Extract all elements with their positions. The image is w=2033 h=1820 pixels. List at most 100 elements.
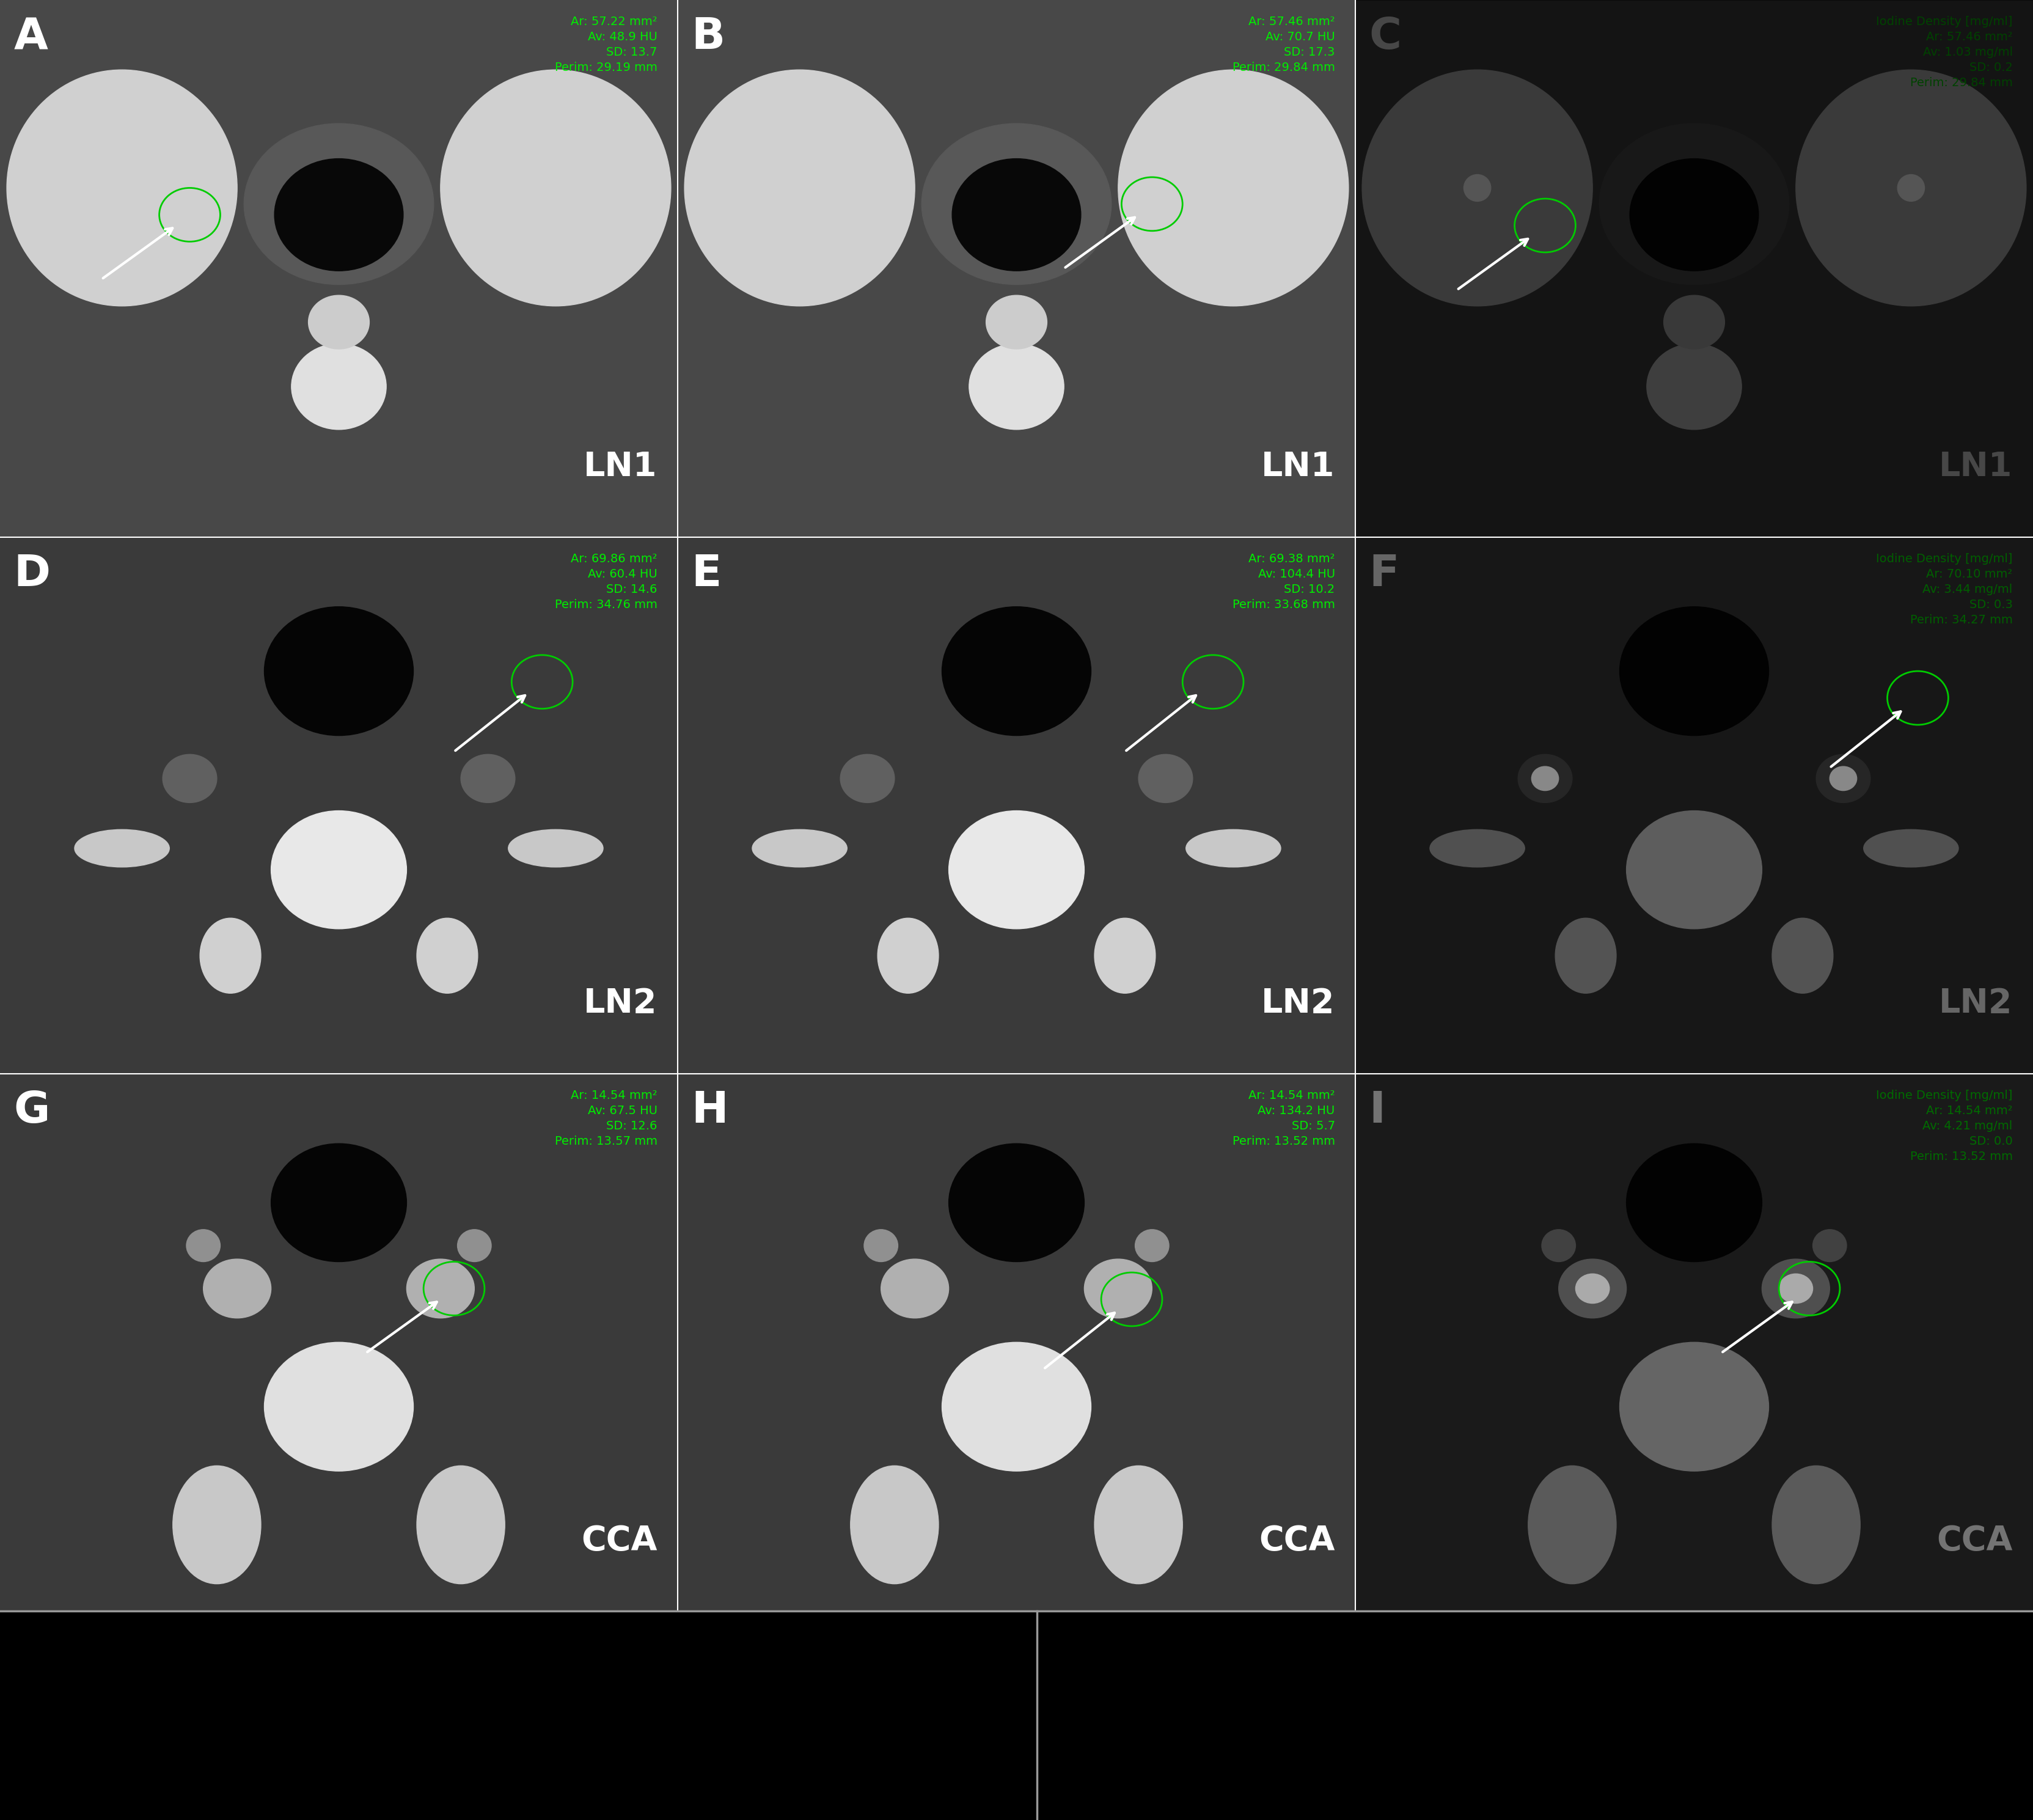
Ellipse shape xyxy=(1630,158,1759,271)
Text: LN1 vs LN2: 13.73% vs 45.84%: LN1 vs LN2: 13.73% vs 45.84% xyxy=(1067,1762,1439,1785)
Text: LN1 vs LN2: 18.34% vs 37.01%: LN1 vs LN2: 18.34% vs 37.01% xyxy=(30,1762,405,1785)
Ellipse shape xyxy=(270,810,407,928)
Ellipse shape xyxy=(921,124,1112,284)
Ellipse shape xyxy=(1529,1465,1616,1583)
Ellipse shape xyxy=(264,606,413,735)
Ellipse shape xyxy=(392,859,1641,1696)
Ellipse shape xyxy=(685,69,915,306)
Text: H: H xyxy=(691,1090,728,1132)
Ellipse shape xyxy=(1795,69,2027,306)
Ellipse shape xyxy=(264,1343,413,1471)
Text: Ar: 69.86 mm²
Av: 60.4 HU
SD: 14.6
Perim: 34.76 mm: Ar: 69.86 mm² Av: 60.4 HU SD: 14.6 Perim… xyxy=(555,553,657,610)
Text: LN1=[(70.7-48.9)/(134.2-67.5)]×(1-0.439) ×100%: LN1=[(70.7-48.9)/(134.2-67.5)]×(1-0.439)… xyxy=(30,1669,630,1693)
Text: Iodine Density [mg/ml]
Ar: 70.10 mm²
Av: 3.44 mg/ml
SD: 0.3
Perim: 34.27 mm: Iodine Density [mg/ml] Ar: 70.10 mm² Av:… xyxy=(1876,553,2013,626)
Ellipse shape xyxy=(457,1230,492,1261)
Ellipse shape xyxy=(1555,917,1616,994)
Ellipse shape xyxy=(1763,1259,1830,1318)
Ellipse shape xyxy=(1071,322,2033,1159)
Text: CCA: CCA xyxy=(1937,1523,2013,1556)
Ellipse shape xyxy=(1620,606,1769,735)
Ellipse shape xyxy=(392,322,1641,1159)
Ellipse shape xyxy=(1185,830,1281,866)
Ellipse shape xyxy=(1647,344,1742,430)
Ellipse shape xyxy=(1531,766,1559,790)
Text: LN2: LN2 xyxy=(583,986,657,1019)
Text: ECVs:: ECVs: xyxy=(476,1627,561,1654)
Text: Ar: 14.54 mm²
Av: 67.5 HU
SD: 12.6
Perim: 13.57 mm: Ar: 14.54 mm² Av: 67.5 HU SD: 12.6 Perim… xyxy=(555,1090,657,1147)
Ellipse shape xyxy=(187,1230,220,1261)
Text: LN1: LN1 xyxy=(583,450,657,482)
Ellipse shape xyxy=(1519,753,1572,803)
Text: E: E xyxy=(691,553,722,595)
Ellipse shape xyxy=(949,810,1084,928)
Ellipse shape xyxy=(417,1465,504,1583)
Ellipse shape xyxy=(203,1259,270,1318)
Ellipse shape xyxy=(244,124,433,284)
Ellipse shape xyxy=(1071,859,2033,1696)
Ellipse shape xyxy=(461,753,514,803)
Ellipse shape xyxy=(1773,917,1834,994)
Ellipse shape xyxy=(0,0,868,677)
Ellipse shape xyxy=(274,158,403,271)
Text: LN1=(1.03/4.21)×(1-0.439) ×100%: LN1=(1.03/4.21)×(1-0.439) ×100% xyxy=(1067,1669,1492,1693)
Text: A: A xyxy=(14,16,47,58)
Text: :: : xyxy=(1635,1627,1655,1654)
Ellipse shape xyxy=(850,1465,939,1583)
Ellipse shape xyxy=(1897,175,1925,202)
Text: CCA: CCA xyxy=(581,1523,657,1556)
Ellipse shape xyxy=(1362,69,1592,306)
Ellipse shape xyxy=(1094,917,1155,994)
Ellipse shape xyxy=(1663,295,1724,349)
Ellipse shape xyxy=(1773,1465,1860,1583)
Ellipse shape xyxy=(291,344,386,430)
Ellipse shape xyxy=(1138,753,1193,803)
Ellipse shape xyxy=(417,917,478,994)
Ellipse shape xyxy=(173,1465,260,1583)
Text: LN2=[(104.4-60.4)/(134.2-67.5)] ×(1-0.439) ×100%: LN2=[(104.4-60.4)/(134.2-67.5)] ×(1-0.43… xyxy=(30,1714,655,1738)
Ellipse shape xyxy=(0,322,962,1159)
Ellipse shape xyxy=(1815,753,1870,803)
Ellipse shape xyxy=(199,917,260,994)
Text: B: B xyxy=(691,16,726,58)
Ellipse shape xyxy=(864,1230,899,1261)
Ellipse shape xyxy=(270,1143,407,1261)
Text: LN1: LN1 xyxy=(1939,450,2013,482)
Ellipse shape xyxy=(1779,1274,1813,1303)
Ellipse shape xyxy=(1600,124,1789,284)
Ellipse shape xyxy=(309,295,370,349)
Text: Ar: 57.46 mm²
Av: 70.7 HU
SD: 17.3
Perim: 29.84 mm: Ar: 57.46 mm² Av: 70.7 HU SD: 17.3 Perim… xyxy=(1232,16,1336,73)
Ellipse shape xyxy=(0,859,962,1696)
Ellipse shape xyxy=(949,1143,1084,1261)
Ellipse shape xyxy=(941,1343,1092,1471)
Text: ECV: ECV xyxy=(1494,1627,1555,1654)
Text: LN1: LN1 xyxy=(1260,450,1336,482)
Text: Ar: 14.54 mm²
Av: 134.2 HU
SD: 5.7
Perim: 13.52 mm: Ar: 14.54 mm² Av: 134.2 HU SD: 5.7 Perim… xyxy=(1232,1090,1336,1147)
Ellipse shape xyxy=(1626,810,1763,928)
Ellipse shape xyxy=(1830,766,1856,790)
Ellipse shape xyxy=(986,295,1047,349)
Ellipse shape xyxy=(163,753,218,803)
Ellipse shape xyxy=(407,1259,474,1318)
Ellipse shape xyxy=(880,1259,949,1318)
Ellipse shape xyxy=(1864,830,1958,866)
Ellipse shape xyxy=(840,753,895,803)
Ellipse shape xyxy=(1118,69,1348,306)
Text: I: I xyxy=(1368,1090,1384,1132)
Ellipse shape xyxy=(1541,1230,1576,1261)
Ellipse shape xyxy=(1464,175,1490,202)
Text: D: D xyxy=(1600,1636,1618,1658)
Text: CCA: CCA xyxy=(1258,1523,1336,1556)
Text: LN2=(3.44/4.21) ×(1-0.439) ×100%: LN2=(3.44/4.21) ×(1-0.439) ×100% xyxy=(1067,1714,1498,1738)
Ellipse shape xyxy=(508,830,604,866)
Text: D: D xyxy=(14,553,51,595)
Text: G: G xyxy=(14,1090,51,1132)
Ellipse shape xyxy=(441,69,671,306)
Text: Iodine Density [mg/ml]
Ar: 57.46 mm²
Av: 1.03 mg/ml
SD: 0.2
Perim: 29.84 mm: Iodine Density [mg/ml] Ar: 57.46 mm² Av:… xyxy=(1876,16,2013,89)
Ellipse shape xyxy=(1620,1343,1769,1471)
Ellipse shape xyxy=(1576,1274,1610,1303)
Text: C: C xyxy=(1368,16,1401,58)
Ellipse shape xyxy=(1559,1259,1626,1318)
Ellipse shape xyxy=(1626,1143,1763,1261)
Ellipse shape xyxy=(878,917,939,994)
Ellipse shape xyxy=(951,158,1082,271)
